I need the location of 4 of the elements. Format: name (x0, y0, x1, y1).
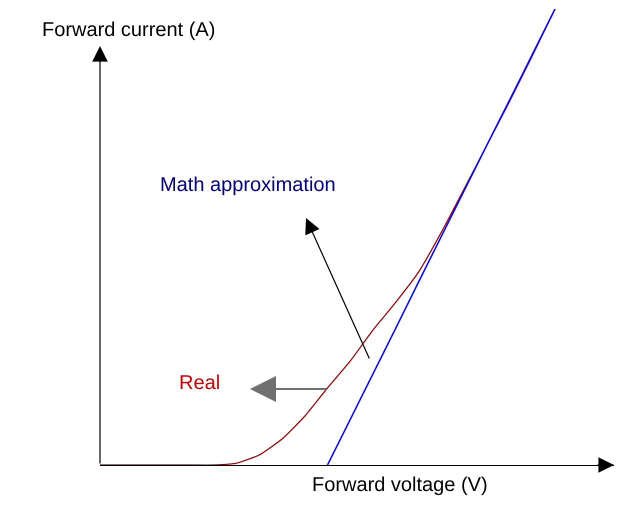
annotation: Real (179, 372, 220, 394)
annotation: Math approximation (160, 174, 336, 196)
x-axis-title: Forward voltage (V) (312, 474, 488, 496)
y-axis-title: Forward current (A) (42, 19, 216, 41)
